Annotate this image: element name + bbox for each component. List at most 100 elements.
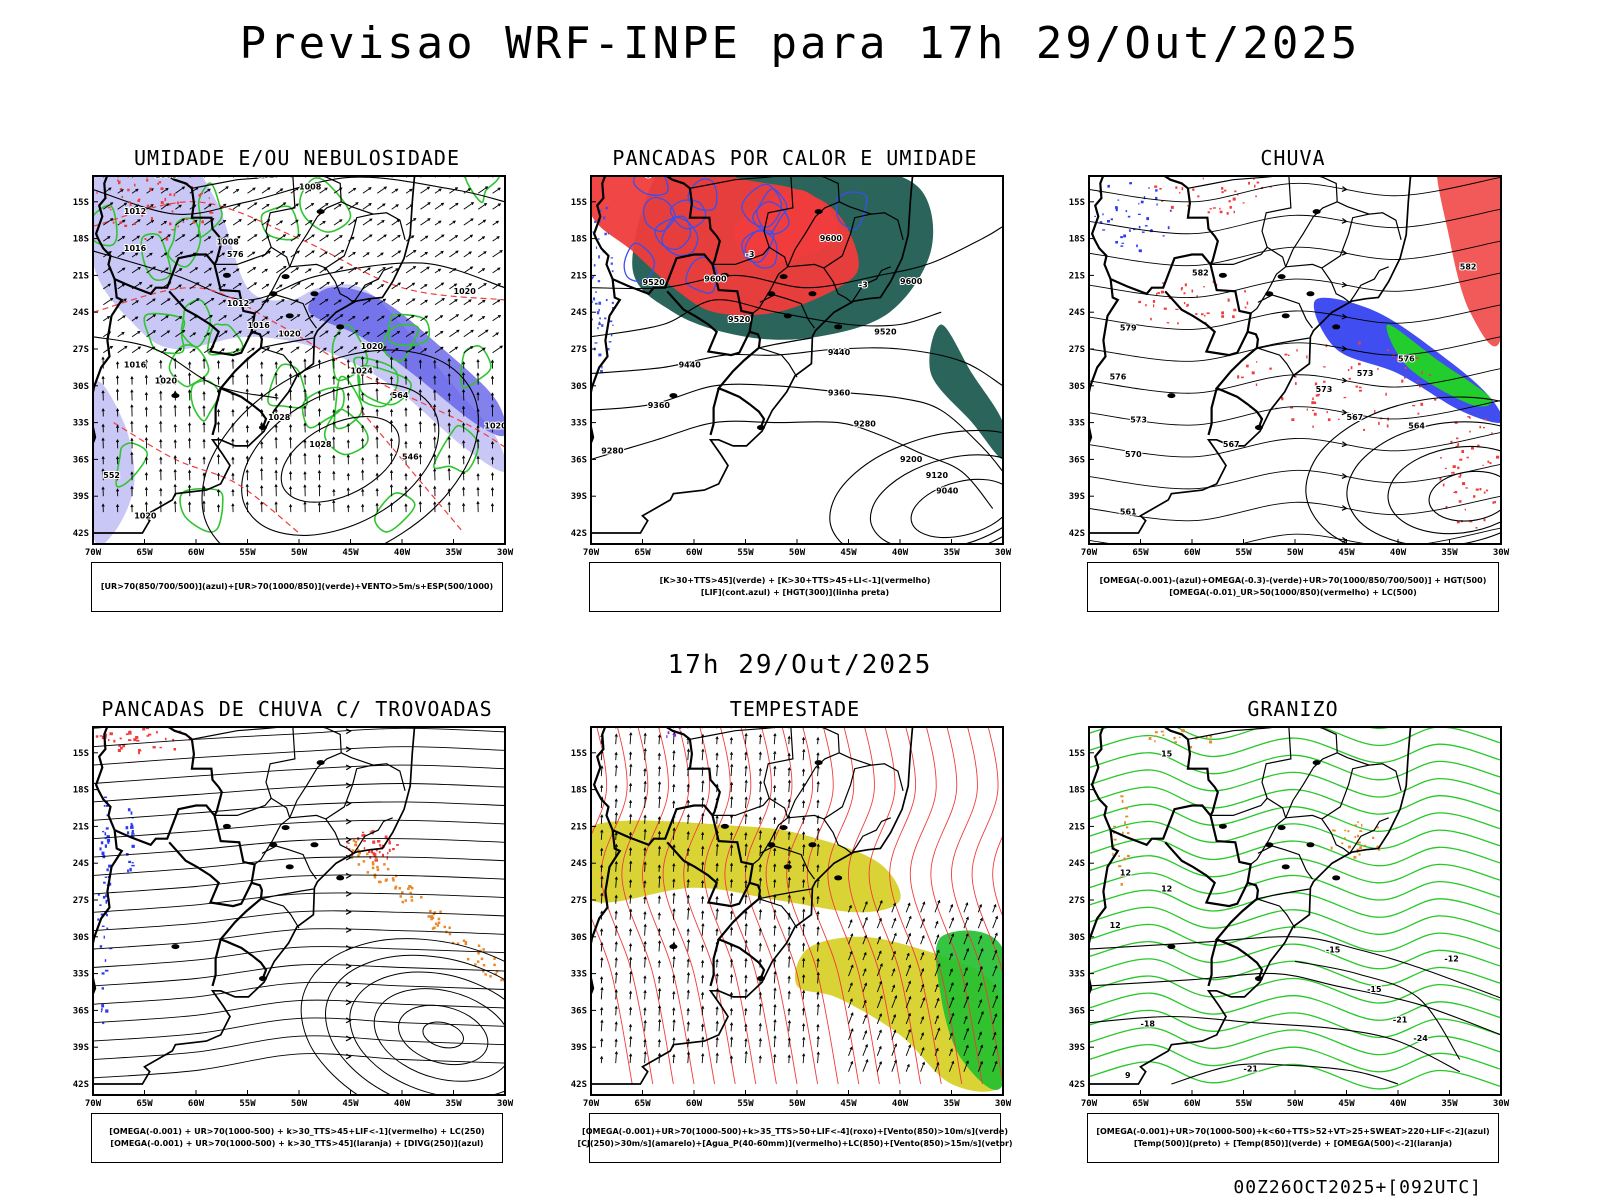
wind-vector	[103, 236, 111, 242]
wind-arrowhead	[404, 503, 408, 507]
state-border	[353, 817, 393, 854]
wind-vector	[658, 766, 661, 777]
map-granizo[interactable]: 1815121212-15-12-15-18-21-24-21912S15S18…	[1045, 723, 1541, 1107]
wind-arrowhead	[744, 910, 748, 914]
wind-arrowhead	[672, 955, 676, 960]
wind-vector	[175, 204, 182, 210]
map-umidade[interactable]: 1008 1008 1012 1016 1008 1012 1016 1020 1020 1024…	[49, 172, 545, 556]
lake	[783, 864, 792, 870]
field-pixel	[369, 831, 372, 833]
wind-arrowhead	[893, 917, 897, 922]
wind-arrowhead	[150, 219, 155, 223]
field-pixel	[1184, 283, 1187, 287]
wind-vector	[788, 976, 790, 984]
wind-arrowhead	[879, 899, 883, 904]
wind-vector	[160, 221, 167, 226]
state-border	[817, 727, 904, 791]
wind-vector	[701, 813, 704, 824]
lon-label: 45W	[342, 548, 359, 556]
country-border	[666, 815, 754, 908]
map-chuva[interactable]: 582 582 579 576 576 573 573 570 567 564 567 561 573 1…	[1045, 172, 1541, 556]
wind-arrowhead	[447, 373, 451, 377]
wind-arrowhead	[383, 234, 387, 238]
wind-vector	[319, 268, 327, 274]
wind-vector	[848, 1047, 853, 1056]
wind-arrowhead	[643, 780, 647, 785]
wind-vector	[405, 188, 413, 194]
state-border	[289, 752, 342, 819]
field-pixel	[152, 746, 156, 749]
wind-vector	[672, 879, 675, 888]
map-tempestade[interactable]: 12S15S18S21S24S27S30S33S36S39S42S70W65W6…	[547, 723, 1043, 1107]
wind-vector	[920, 984, 924, 993]
field-pixel	[1482, 464, 1484, 467]
wind-arrowhead	[210, 250, 214, 254]
map-trovoadas[interactable]: 12S15S18S21S24S27S30S33S36S39S42S70W65W6…	[49, 723, 545, 1107]
wind-vector	[348, 282, 358, 290]
wind-vector	[304, 298, 315, 306]
wind-arrowhead	[310, 202, 315, 206]
wind-arrowhead	[303, 358, 307, 362]
field-pixel	[122, 744, 125, 748]
field-pixel	[1281, 397, 1284, 401]
wind-vector	[920, 1047, 925, 1056]
field-pixel	[1418, 384, 1422, 388]
wind-arrowhead	[672, 827, 676, 831]
field-pixel	[1195, 172, 1198, 174]
field-pixel	[211, 211, 214, 214]
map-pancadas-calor[interactable]: 9520 9600 9600 9600 9520 9520 9440 9440 9360 9360…	[547, 172, 1043, 556]
field-pixel	[1162, 734, 1165, 736]
wind-vector	[348, 202, 359, 210]
coastline	[1089, 727, 1413, 1085]
wind-arrowhead	[481, 236, 486, 240]
wind-arrowhead	[816, 1035, 820, 1040]
wind-arrowhead	[864, 1014, 868, 1018]
streamline	[93, 910, 505, 932]
field-pixel	[1163, 307, 1167, 310]
wind-arrowhead	[600, 875, 604, 880]
rain-green-area	[1386, 324, 1492, 407]
wind-vector	[658, 796, 661, 809]
hgt-contour	[869, 454, 1003, 544]
wind-vector	[449, 314, 459, 322]
wind-arrowhead	[863, 968, 867, 972]
wind-vector	[862, 1015, 867, 1025]
contour-label: 12	[1161, 884, 1172, 893]
wind-arrowhead	[254, 234, 258, 238]
temp850-contour	[1089, 958, 1501, 987]
wind-vector	[788, 895, 790, 904]
wind-vector	[405, 282, 415, 290]
field-pixel	[378, 851, 381, 854]
field-pixel	[1162, 235, 1165, 237]
wind-vector	[477, 299, 486, 306]
wind-arrowhead	[629, 782, 633, 787]
field-pixel	[110, 209, 112, 211]
field-pixel	[666, 735, 668, 738]
wind-vector	[175, 316, 182, 322]
wind-vector	[319, 203, 329, 210]
wind-vector	[905, 933, 911, 945]
wind-vector	[817, 865, 819, 872]
field-pixel	[594, 342, 598, 344]
wind-arrowhead	[164, 252, 168, 256]
wind-arrowhead	[935, 920, 939, 925]
wind-arrowhead	[404, 453, 408, 458]
wind-arrowhead	[404, 357, 408, 362]
wind-arrowhead	[447, 454, 451, 458]
pw-line	[930, 727, 983, 1085]
wind-vector	[420, 186, 430, 194]
field-pixel	[1224, 189, 1227, 192]
wind-arrowhead	[353, 267, 358, 271]
wind-arrowhead	[614, 784, 618, 788]
wind-arrowhead	[906, 952, 910, 957]
country-border	[168, 264, 256, 357]
temp850-contour	[1089, 1026, 1501, 1056]
wind-arrowhead	[787, 831, 791, 835]
field-pixel	[368, 849, 371, 853]
country-border	[168, 815, 256, 908]
wind-arrowhead	[441, 234, 445, 238]
wind-vector	[848, 998, 853, 1009]
field-pixel	[1221, 191, 1224, 194]
wind-vector	[492, 250, 503, 258]
wind-arrowhead	[965, 916, 969, 920]
